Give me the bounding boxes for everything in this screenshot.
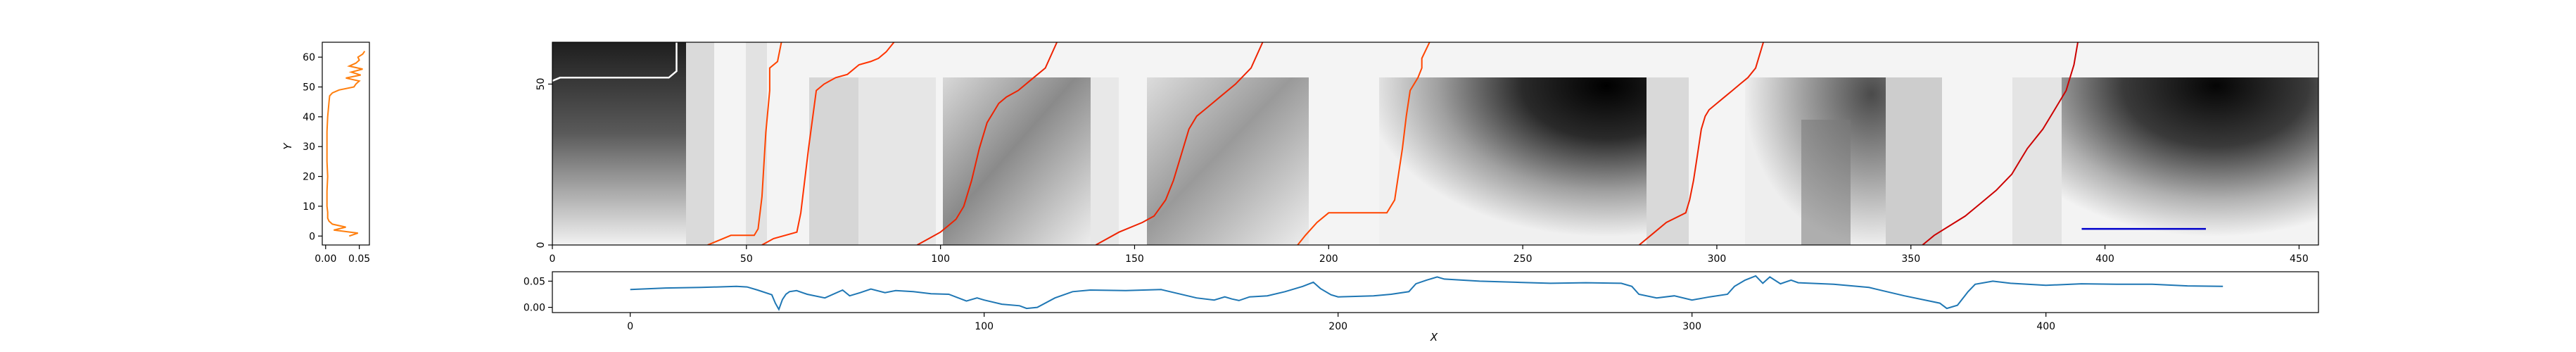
heatmap-x-tick-label: 400 (2095, 253, 2114, 265)
heatmap-x-tick-label: 450 (2290, 253, 2309, 265)
left-marginal-x-tick-label: 0.00 (315, 253, 336, 265)
bottom-marginal-x-tick-label: 0 (627, 321, 633, 332)
heatmap-x-tick-label: 0 (550, 253, 556, 265)
heatmap-red-path (1638, 42, 1765, 245)
left-marginal-y-tick-label: 10 (303, 201, 315, 213)
heatmap-red-path (1095, 42, 1264, 245)
bottom-marginal-series-line (630, 275, 2223, 311)
heatmap-white-path (552, 42, 678, 82)
heatmap-overlays (552, 42, 2207, 245)
bottom-marginal-plot: 0.00 0.05 0 100 200 300 400 X (524, 271, 2319, 344)
bottom-marginal-x-tick-label: 100 (975, 321, 994, 332)
heatmap-red-path (1922, 42, 2079, 245)
bottom-marginal-x-tick-label: 400 (2036, 321, 2055, 332)
left-marginal-plot: 0 10 20 30 40 50 60 0.00 0.05 Y (281, 42, 370, 265)
left-marginal-y-tick-label: 30 (303, 142, 315, 153)
heatmap-plot: 0 50 100 150 200 250 300 350 400 450 0 50 (535, 42, 2319, 265)
left-marginal-y-label: Y (281, 142, 294, 150)
heatmap-x-tick-label: 200 (1319, 253, 1338, 265)
left-marginal-series-line (326, 51, 366, 237)
heatmap-red-path (917, 42, 1058, 245)
heatmap-x-tick-label: 150 (1125, 253, 1144, 265)
bottom-marginal-x-ticks: 0 100 200 300 400 (627, 313, 2055, 332)
bottom-marginal-y-ticks: 0.00 0.05 (524, 276, 552, 314)
left-marginal-frame (322, 42, 370, 246)
heatmap-y-ticks: 0 50 (535, 78, 552, 249)
left-marginal-x-tick-label: 0.05 (348, 253, 370, 265)
heatmap-y-tick-label: 0 (535, 242, 547, 249)
left-marginal-y-tick-label: 20 (303, 172, 315, 183)
left-marginal-y-tick-label: 50 (303, 82, 315, 94)
left-marginal-y-tick-label: 40 (303, 112, 315, 123)
bottom-marginal-x-tick-label: 300 (1682, 321, 1701, 332)
heatmap-red-path (707, 42, 782, 245)
heatmap-x-ticks: 0 50 100 150 200 250 300 350 400 450 (550, 245, 2309, 265)
bottom-marginal-y-tick-label: 0.00 (524, 303, 545, 314)
heatmap-x-tick-label: 350 (1901, 253, 1920, 265)
heatmap-image (552, 42, 2318, 245)
heatmap-red-path (1297, 42, 1430, 245)
bottom-marginal-x-tick-label: 200 (1328, 321, 1347, 332)
heatmap-y-tick-label: 50 (535, 78, 547, 91)
heatmap-x-tick-label: 50 (740, 253, 753, 265)
left-marginal-y-tick-label: 60 (303, 52, 315, 63)
bottom-marginal-x-label: X (1430, 331, 1438, 344)
left-marginal-y-tick-label: 0 (309, 231, 315, 242)
heatmap-x-tick-label: 300 (1708, 253, 1727, 265)
left-marginal-y-ticks: 0 10 20 30 40 50 60 (303, 52, 322, 242)
bottom-marginal-y-tick-label: 0.05 (524, 276, 545, 287)
heatmap-red-path (761, 42, 895, 245)
heatmap-frame (552, 42, 2319, 246)
left-marginal-x-ticks: 0.00 0.05 (315, 245, 370, 265)
heatmap-x-tick-label: 100 (931, 253, 950, 265)
bottom-marginal-frame (552, 271, 2319, 313)
heatmap-x-tick-label: 250 (1514, 253, 1533, 265)
